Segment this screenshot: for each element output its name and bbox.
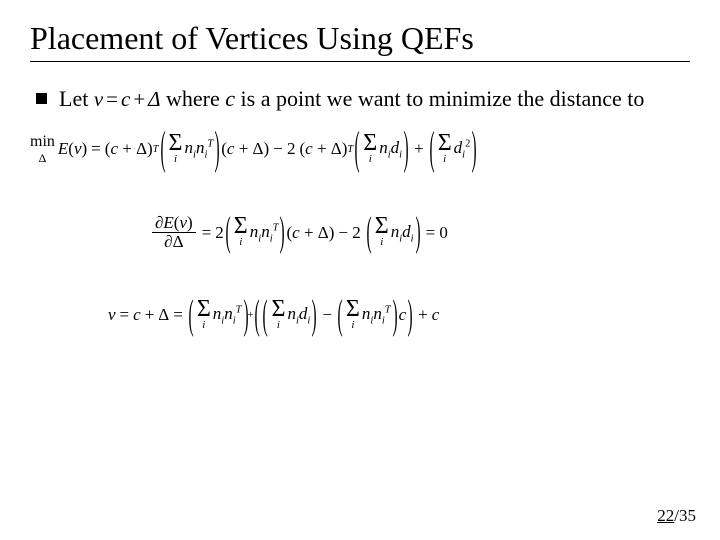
sum-sub: i: [380, 237, 383, 248]
eq3-s1: niniT: [213, 304, 242, 326]
eq1-s1-exp: T: [207, 138, 213, 149]
sum-sub: i: [202, 320, 205, 331]
sum-2: Σi: [271, 300, 285, 331]
rparen-icon: ): [414, 209, 421, 257]
sigma-icon: Σ: [438, 134, 452, 153]
eq3-s2: nidi: [287, 304, 310, 326]
eq3-tail-c: c: [432, 305, 440, 325]
eq1-term2a: (c + Δ): [299, 139, 347, 159]
equals-sign: =: [198, 223, 216, 243]
sum-2: Σi: [363, 134, 377, 165]
bullet-text: Let v=c+Δ where c is a point we want to …: [59, 84, 690, 114]
page-number: 22/35: [657, 506, 696, 526]
sigma-icon: Σ: [346, 300, 360, 319]
rparen-icon: ): [471, 121, 478, 176]
eq1-s2: nidi: [379, 138, 402, 160]
sum-sub: i: [351, 320, 354, 331]
eq3-s1-exp: T: [236, 304, 242, 315]
rparen-icon: ): [403, 121, 410, 176]
rparen-icon: ): [242, 291, 249, 339]
sum-1: Σi: [169, 134, 183, 165]
min-operator: min Δ: [30, 134, 55, 164]
eq2-s1-exp: T: [273, 222, 279, 233]
sum-1: Σi: [197, 300, 211, 331]
eq3-plus: +: [414, 305, 432, 325]
bullet-square-icon: [36, 93, 47, 104]
sum-3: Σi: [438, 134, 452, 165]
sum-sub: i: [369, 154, 372, 165]
eq1-minus: − 2: [269, 139, 299, 159]
eq1-s3: di2: [454, 138, 471, 160]
eq3-minus: −: [318, 305, 336, 325]
eq3-s3: niniT: [362, 304, 391, 326]
eq2-s1: niniT: [250, 222, 279, 244]
rparen-icon: ): [407, 291, 414, 339]
eq2-two: 2: [215, 223, 224, 243]
lparen-icon: (: [159, 121, 166, 176]
sum-1: Σi: [234, 217, 248, 248]
equation-3: v=c+Δ= ( Σi niniT )+ ( ( Σi nidi ) − ( Σ…: [108, 300, 439, 331]
sigma-icon: Σ: [271, 300, 285, 319]
sigma-icon: Σ: [169, 134, 183, 153]
lparen-icon: (: [428, 121, 435, 176]
bullet-inline-math: v=c+Δ: [94, 87, 161, 111]
title-rule: [30, 61, 690, 62]
lparen-icon: (: [354, 121, 361, 176]
sum-sub: i: [443, 154, 446, 165]
eq3-s3-exp: T: [385, 304, 391, 315]
bullet-mid: where: [161, 86, 226, 111]
page-current: 22: [657, 506, 674, 525]
slide-title: Placement of Vertices Using QEFs: [30, 20, 690, 57]
bullet-item: Let v=c+Δ where c is a point we want to …: [36, 84, 690, 114]
sum-sub: i: [174, 154, 177, 165]
bullet-point-var: c: [225, 86, 235, 111]
bullet-prefix: Let: [59, 86, 94, 111]
rparen-icon: ): [279, 209, 286, 257]
lparen-icon: (: [254, 291, 261, 339]
min-sub: Δ: [39, 152, 47, 164]
rparen-icon: ): [311, 291, 318, 339]
sigma-icon: Σ: [375, 217, 389, 236]
lparen-icon: (: [262, 291, 269, 339]
equals-sign: =: [87, 139, 105, 159]
eq3-lhs: v=c+Δ=: [108, 305, 187, 325]
eq1-s3-exp: 2: [465, 138, 470, 149]
equations-area: min Δ E(v) = (c + Δ)T ( Σi niniT ) (c + …: [30, 128, 690, 448]
sum-sub: i: [239, 237, 242, 248]
rparen-icon: ): [214, 121, 221, 176]
sigma-icon: Σ: [197, 300, 211, 319]
lparen-icon: (: [224, 209, 231, 257]
frac-num: ∂E(v): [152, 214, 196, 233]
page-total: 35: [679, 506, 696, 525]
sigma-icon: Σ: [234, 217, 248, 236]
eq1-term1a: (c + Δ): [105, 139, 153, 159]
eq1-term1a-exp: T: [153, 144, 159, 155]
eq1-s1: niniT: [185, 138, 214, 160]
lparen-icon: (: [187, 291, 194, 339]
lparen-icon: (: [365, 209, 372, 257]
equation-2: ∂E(v) ∂Δ = 2 ( Σi niniT ) (c + Δ) − 2 ( …: [150, 214, 452, 252]
eq2-s2: nidi: [391, 222, 414, 244]
eq2-minus: − 2: [334, 223, 364, 243]
equation-1: min Δ E(v) = (c + Δ)T ( Σi niniT ) (c + …: [30, 134, 478, 165]
sum-sub: i: [277, 320, 280, 331]
eq3-c: c: [399, 305, 407, 325]
min-label: min: [30, 134, 55, 150]
eq2-t1: (c + Δ): [286, 223, 334, 243]
eq1-plus: +: [410, 139, 428, 159]
eq2-rhs: = 0: [422, 223, 452, 243]
sum-2: Σi: [375, 217, 389, 248]
sum-3: Σi: [346, 300, 360, 331]
bullet-suffix: is a point we want to minimize the dista…: [235, 86, 644, 111]
eq2-fraction: ∂E(v) ∂Δ: [152, 214, 196, 252]
eq1-term1b: (c + Δ): [221, 139, 269, 159]
rparen-icon: ): [391, 291, 398, 339]
lparen-icon: (: [337, 291, 344, 339]
eq1-lhs: E(v): [58, 139, 87, 159]
eq1-term2a-exp: T: [347, 144, 353, 155]
sigma-icon: Σ: [363, 134, 377, 153]
frac-den: ∂Δ: [161, 233, 186, 252]
